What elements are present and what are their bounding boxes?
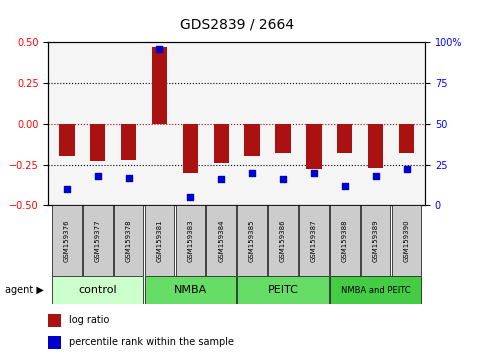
Bar [90, 124, 105, 161]
Text: GSM159390: GSM159390 [403, 219, 410, 262]
Bar [144, 276, 236, 304]
Bar [299, 205, 329, 276]
Text: GSM159387: GSM159387 [311, 219, 317, 262]
Text: PEITC: PEITC [268, 285, 298, 295]
Bar [244, 124, 260, 156]
Point [217, 176, 225, 182]
Bar [268, 205, 298, 276]
Text: NMBA and PEITC: NMBA and PEITC [341, 286, 411, 295]
Text: GSM159377: GSM159377 [95, 219, 101, 262]
Point [63, 186, 71, 192]
Bar [213, 124, 229, 163]
Bar [237, 276, 329, 304]
Point [156, 46, 163, 52]
Bar [183, 124, 198, 173]
Text: GSM159384: GSM159384 [218, 219, 224, 262]
Bar [306, 124, 322, 170]
Bar [83, 205, 113, 276]
Text: GDS2839 / 2664: GDS2839 / 2664 [180, 18, 294, 32]
Point [186, 194, 194, 200]
Point [248, 170, 256, 176]
Text: GSM159385: GSM159385 [249, 219, 255, 262]
Bar [368, 124, 384, 168]
Text: GSM159383: GSM159383 [187, 219, 193, 262]
Point [372, 173, 380, 179]
Bar [330, 276, 421, 304]
Bar [152, 47, 167, 124]
Text: GSM159388: GSM159388 [342, 219, 348, 262]
Bar [48, 336, 61, 349]
Point [279, 176, 287, 182]
Bar [361, 205, 390, 276]
Point [403, 167, 411, 172]
Bar [52, 205, 82, 276]
Bar [114, 205, 143, 276]
Bar [121, 124, 136, 160]
Bar [59, 124, 74, 156]
Bar [144, 205, 174, 276]
Bar [337, 124, 353, 153]
Text: agent ▶: agent ▶ [5, 285, 43, 295]
Bar [275, 124, 291, 153]
Bar [399, 124, 414, 153]
Bar [175, 205, 205, 276]
Point [125, 175, 132, 181]
Bar [48, 314, 61, 327]
Text: log ratio: log ratio [69, 315, 109, 325]
Text: GSM159386: GSM159386 [280, 219, 286, 262]
Bar [392, 205, 421, 276]
Text: GSM159378: GSM159378 [126, 219, 131, 262]
Bar [52, 276, 143, 304]
Point [341, 183, 349, 189]
Bar [330, 205, 359, 276]
Bar [206, 205, 236, 276]
Point [94, 173, 101, 179]
Point [310, 170, 318, 176]
Text: control: control [78, 285, 117, 295]
Bar [237, 205, 267, 276]
Text: percentile rank within the sample: percentile rank within the sample [69, 337, 234, 348]
Text: GSM159389: GSM159389 [372, 219, 379, 262]
Text: NMBA: NMBA [174, 285, 207, 295]
Text: GSM159376: GSM159376 [64, 219, 70, 262]
Text: GSM159381: GSM159381 [156, 219, 162, 262]
